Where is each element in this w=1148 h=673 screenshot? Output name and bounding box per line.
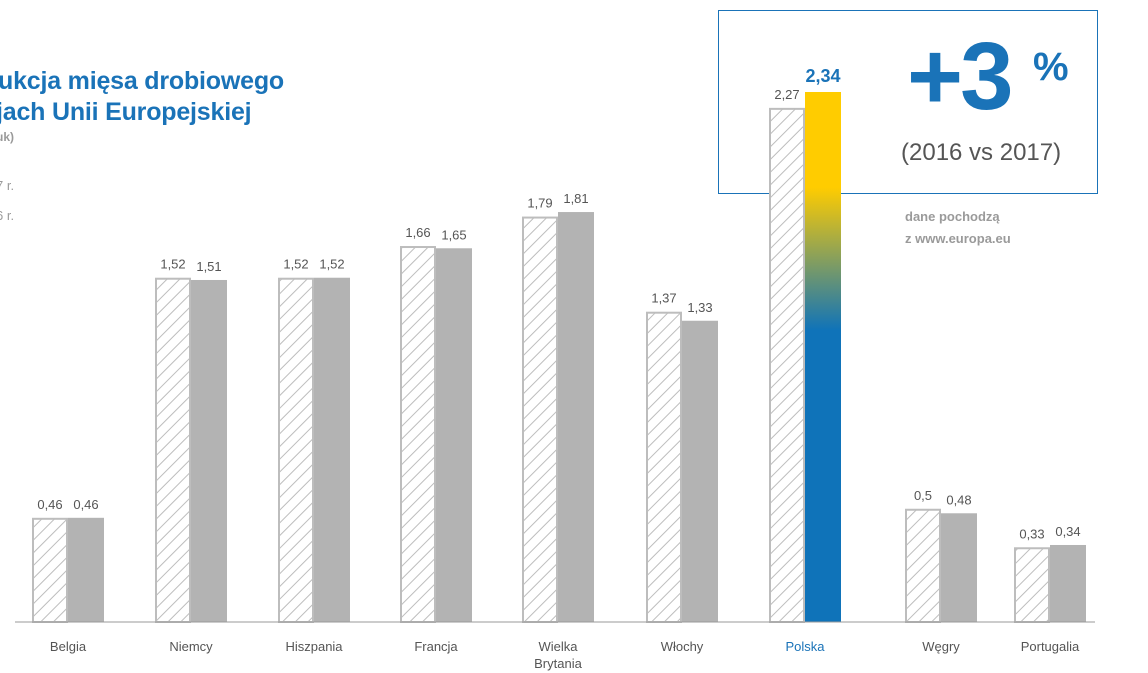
data-label-niemcy-series-2: 1,51 [196, 259, 221, 274]
bar-polska-series-1 [769, 107, 805, 624]
legend-item-2017: 7 r. [0, 178, 15, 193]
bar-belgia-series-1 [32, 517, 68, 623]
bar-niemcy-series-1 [155, 277, 191, 623]
bar-hiszpania-series-2 [314, 277, 350, 622]
data-label-włochy-series-1: 1,37 [651, 291, 676, 306]
source-note: dane pochodzą z www.europa.eu [905, 206, 1011, 250]
growth-comparison-label: (2016 vs 2017) [901, 139, 1062, 166]
bar-francja-series-1 [400, 246, 436, 623]
category-label-francja: Francja [414, 639, 458, 654]
bar-wielka-brytania-series-2 [558, 212, 594, 623]
category-label-niemcy: Niemcy [169, 639, 213, 654]
data-label-hiszpania-series-1: 1,52 [283, 257, 308, 272]
labels-layer: 0,46 0,46 Belgia 1,52 1,51 Niemcy 1,52 1,52 Hisz… [37, 66, 1080, 671]
bar-niemcy-series-2 [191, 279, 227, 622]
chart-title-line-2: jach Unii Europejskiej [0, 98, 252, 126]
bar-włochy-series-1 [646, 311, 682, 623]
bar-węgry-series-2 [941, 513, 977, 622]
category-label-hiszpania: Hiszpania [285, 639, 343, 654]
data-label-polska-series-2: 2,34 [805, 66, 840, 86]
chart-title-block: ukcja mięsa drobiowego jach Unii Europej… [0, 66, 284, 144]
bar-włochy-series-2 [682, 320, 718, 622]
source-note-line-2: z www.europa.eu [905, 231, 1011, 246]
category-label-belgia: Belgia [50, 639, 87, 654]
bar-francja-series-2 [436, 248, 472, 623]
bar-belgia-series-2 [68, 517, 104, 622]
growth-percent-sign: % [1033, 45, 1069, 89]
data-label-węgry-series-1: 0,5 [914, 488, 932, 503]
chart-unit-label: uk) [0, 130, 14, 144]
data-label-węgry-series-2: 0,48 [946, 492, 971, 507]
data-label-hiszpania-series-2: 1,52 [319, 257, 344, 272]
source-note-line-1: dane pochodzą [905, 209, 1000, 224]
category-label-portugalia: Portugalia [1021, 639, 1080, 654]
data-label-portugalia-series-1: 0,33 [1019, 526, 1044, 541]
legend-item-2016: 6 r. [0, 208, 15, 223]
bar-hiszpania-series-1 [278, 277, 314, 623]
data-label-polska-series-1: 2,27 [774, 87, 799, 102]
data-label-niemcy-series-1: 1,52 [160, 257, 185, 272]
data-label-francja-series-1: 1,66 [405, 225, 430, 240]
bar-portugalia-series-2 [1050, 544, 1086, 622]
bar-węgry-series-1 [905, 508, 941, 623]
category-label-włochy: Włochy [661, 639, 704, 654]
bar-portugalia-series-1 [1014, 547, 1050, 623]
data-label-belgia-series-2: 0,46 [73, 497, 98, 512]
growth-value: +3 [907, 23, 1013, 130]
bar-wielka-brytania-series-1 [522, 216, 558, 623]
chart-title-line-1: ukcja mięsa drobiowego [0, 67, 284, 95]
data-label-wielka-brytania-series-2: 1,81 [563, 191, 588, 206]
data-label-belgia-series-1: 0,46 [37, 497, 62, 512]
bars-layer [32, 92, 1086, 624]
data-label-wielka-brytania-series-1: 1,79 [527, 196, 552, 211]
data-label-francja-series-2: 1,65 [441, 227, 466, 242]
bar-polska-series-2 [805, 92, 841, 622]
category-label-węgry: Węgry [922, 639, 960, 654]
category-label-wielka-brytania: Wielka Brytania [534, 639, 582, 671]
data-label-portugalia-series-2: 0,34 [1055, 524, 1080, 539]
category-label-polska: Polska [785, 639, 825, 654]
data-label-włochy-series-2: 1,33 [687, 300, 712, 315]
